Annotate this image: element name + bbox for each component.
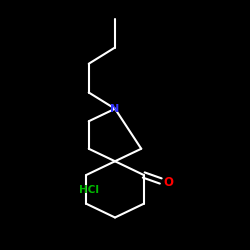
- Text: HCl: HCl: [79, 185, 99, 195]
- Text: O: O: [163, 176, 173, 189]
- Text: N: N: [110, 104, 120, 114]
